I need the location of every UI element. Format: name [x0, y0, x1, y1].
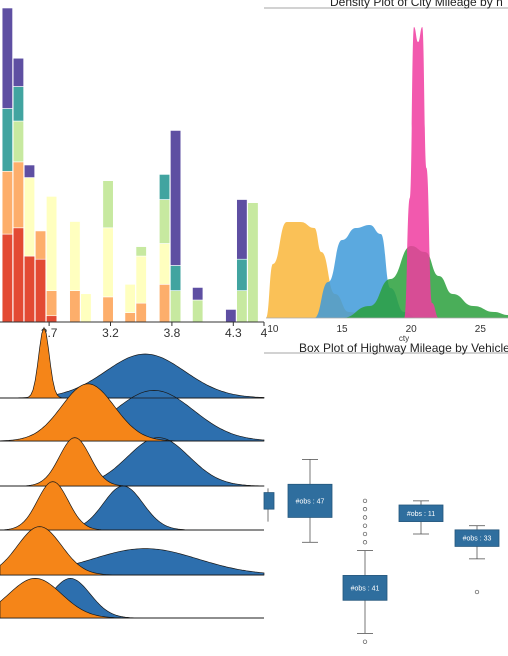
bar-segment	[1, 170, 13, 235]
box-body	[287, 483, 333, 518]
box-title: Box Plot of Highway Mileage by Vehicle	[299, 341, 508, 355]
bar-segment	[80, 293, 92, 323]
box-body	[342, 575, 388, 601]
outlier-point	[362, 540, 368, 545]
outlier-point	[362, 639, 368, 644]
box-label: #obs : 33	[463, 536, 492, 543]
x-axis-label: cty	[399, 334, 409, 343]
box-body	[398, 504, 444, 522]
bar-segment	[124, 284, 136, 313]
bar-segment	[46, 290, 58, 317]
bar-segment	[159, 284, 171, 323]
bar-segment	[102, 227, 114, 298]
x-tick-label: 15	[336, 324, 348, 335]
ridge-area	[0, 526, 264, 576]
x-tick-label: 3.8	[164, 326, 181, 340]
bar-segment	[236, 199, 248, 260]
bar-segment	[12, 161, 24, 229]
bar-segment	[1, 7, 13, 109]
bar-segment	[1, 233, 13, 323]
bar-segment	[34, 230, 47, 260]
outlier-point	[362, 506, 368, 512]
bar-segment	[12, 120, 24, 163]
bar-segment	[46, 315, 58, 323]
bar-segment	[23, 177, 35, 257]
bar-segment	[170, 265, 182, 291]
density-title: Density Plot of City Mileage by n	[330, 0, 503, 9]
bar-segment	[1, 108, 13, 172]
bar-segment	[102, 180, 114, 229]
bar-segment	[159, 243, 171, 285]
box-body	[454, 529, 500, 547]
ridgeline-chart	[0, 326, 265, 619]
bar-segment	[124, 312, 136, 323]
bar-segment	[170, 290, 182, 323]
ridge-area	[0, 578, 264, 619]
bar-segment	[159, 199, 171, 244]
bar-segment	[192, 299, 204, 323]
bar-segment	[135, 302, 147, 323]
bar-segment	[159, 174, 171, 200]
bar-segment	[46, 196, 58, 291]
outlier-point	[362, 498, 368, 504]
x-tick-label: 20	[406, 324, 418, 335]
x-tick-label: 25	[475, 324, 487, 335]
bar-segment	[247, 202, 259, 323]
stacked-bar-chart: 2.7 3.2 3.8 4.3 4	[0, 7, 268, 340]
outlier-point	[474, 589, 480, 595]
box-label: #obs : 41	[351, 585, 380, 592]
ridge-area	[0, 326, 264, 399]
bar-segment	[12, 86, 24, 122]
bar-segment	[34, 258, 47, 323]
density-chart: Density Plot of City Mileage by n 10 15 20 2…	[264, 0, 508, 343]
bar-segment	[225, 309, 237, 323]
x-tick-label: 4.3	[225, 326, 242, 340]
ridge-area	[0, 437, 264, 487]
bar-segment	[192, 287, 204, 301]
ridge-area	[0, 437, 265, 487]
x-tick-label: 3.2	[102, 326, 119, 340]
bar-segment	[236, 258, 248, 291]
outlier-point	[362, 515, 368, 520]
density-area	[404, 27, 439, 318]
density-area	[266, 222, 370, 318]
outlier-point	[362, 523, 368, 528]
box-label: #obs : 11	[407, 511, 435, 518]
bar-segment	[170, 130, 182, 266]
box-body	[263, 492, 275, 510]
bar-segment	[23, 164, 35, 178]
box-label: #obs : 47	[296, 498, 325, 505]
bar-segment	[236, 290, 248, 323]
box-plot-chart: Box Plot of Highway Mileage by Vehicle #o…	[263, 341, 508, 644]
bar-segment	[135, 255, 147, 304]
bar-segment	[23, 255, 35, 323]
bar-segment	[102, 296, 114, 323]
bar-segment	[69, 290, 81, 323]
bar-segment	[12, 57, 24, 87]
bar-segment	[12, 227, 24, 323]
ridge-area	[0, 481, 264, 531]
bar-segment	[69, 221, 81, 291]
outlier-point	[362, 531, 368, 537]
x-tick-label: 4	[261, 326, 268, 340]
ridge-area	[0, 383, 264, 442]
bar-segment	[135, 246, 147, 257]
x-tick-label: 10	[267, 324, 279, 335]
